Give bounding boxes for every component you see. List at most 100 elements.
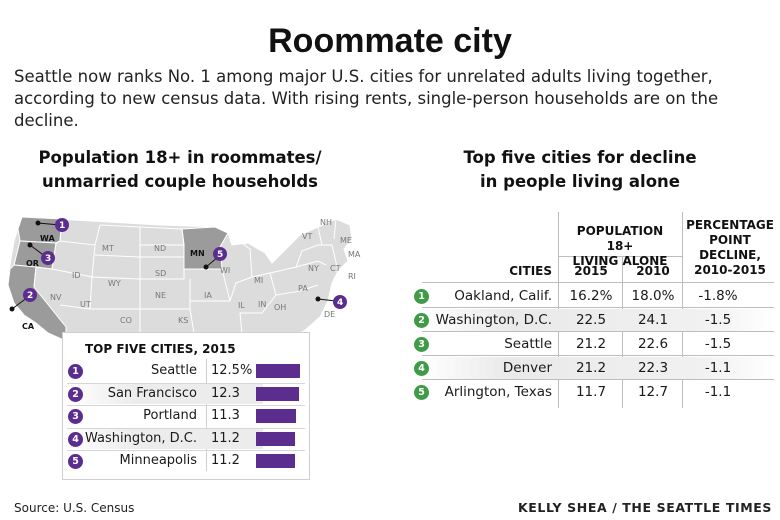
table-decline-cell: -1.1	[704, 384, 732, 400]
map-title-line2: unmarried couple households	[42, 172, 318, 191]
pin-2-dot	[9, 306, 15, 312]
table-2015-cell: 21.2	[575, 360, 607, 376]
table-row: 1 Oakland, Calif. 16.2% 18.0% -1.8%	[414, 284, 774, 308]
top5-row: 5 Minneapolis 11.2	[63, 450, 309, 472]
state-label-mt: MT	[102, 244, 114, 253]
top5-city-label: San Francisco	[107, 385, 197, 401]
state-label-oh: OH	[274, 303, 286, 312]
table-city-cell: Denver	[502, 360, 552, 376]
top5-row: 4 Washington, D.C. 11.2	[63, 427, 309, 450]
table-vrule-2	[622, 256, 623, 408]
state-label-il: IL	[238, 301, 245, 310]
col-decline-line1: PERCENTAGE	[686, 218, 774, 232]
top5-value-label: 11.2	[211, 430, 240, 446]
table-decline-cell: -1.1	[704, 360, 732, 376]
pin-4-label: 4	[337, 298, 343, 308]
state-label-wi: WI	[220, 266, 230, 275]
table-decline-cell: -1.5	[704, 312, 732, 328]
table-rank-badge: 3	[414, 337, 429, 352]
table-rank-badge: 2	[414, 313, 429, 328]
table-city-cell: Arlington, Texas	[444, 384, 552, 400]
table-row-rule	[422, 331, 774, 332]
table-header-rule	[422, 282, 774, 283]
table-row-shade	[422, 357, 774, 379]
state-label-wa: WA	[40, 234, 55, 243]
top5-bar	[256, 409, 296, 423]
top5-rank-badge: 4	[68, 431, 83, 447]
state-label-nv: NV	[50, 293, 62, 302]
top5-row-rule	[67, 427, 305, 429]
table-row: 3 Seattle 21.2 22.6 -1.5	[414, 332, 774, 356]
table-city-cell: Washington, D.C.	[435, 312, 552, 328]
pin-2-badge	[23, 288, 37, 302]
decline-table: POPULATION 18+ LIVING ALONE PERCENTAGE P…	[414, 208, 774, 408]
top5-city-label: Seattle	[150, 363, 197, 378]
state-label-ct: CT	[330, 264, 341, 273]
col-decline-line3: DECLINE,	[699, 248, 761, 262]
top5-row-shade	[65, 383, 263, 404]
col-group-line1: POPULATION 18+	[576, 224, 664, 253]
state-label-ny: NY	[308, 264, 319, 273]
top5-row: 3 Portland 11.3	[63, 405, 309, 427]
col-2010-header: 2010	[636, 264, 670, 278]
top5-bar	[256, 454, 295, 468]
state-label-or: OR	[26, 259, 39, 268]
us-map: WA OR CA NV ID MT WY UT CO ND SD NE KS M…	[7, 216, 361, 368]
table-2010-cell: 22.6	[637, 336, 669, 352]
table-2010-cell: 24.1	[637, 312, 669, 328]
table-2015-cell: 21.2	[575, 336, 607, 352]
pin-3-dot	[27, 242, 33, 248]
state-borders	[33, 218, 339, 356]
pin-3-label: 3	[45, 254, 51, 264]
credit-line: KELLY SHEA / THE SEATTLE TIMES	[517, 500, 772, 515]
top5-bar	[256, 386, 299, 401]
top5-value-label: 11.2	[211, 453, 240, 468]
pin-1-badge	[55, 218, 69, 232]
col-decline-line2: POINT	[709, 233, 751, 247]
top5-rank-badge: 2	[68, 386, 83, 402]
top5-row-rule	[67, 450, 305, 451]
state-label-de: DE	[324, 310, 335, 319]
table-2010-cell: 22.3	[637, 360, 669, 376]
table-row: 5 Arlington, Texas 11.7 12.7 -1.1	[414, 380, 774, 404]
top5-value-label: 12.5%	[211, 363, 253, 378]
table-row-shade	[422, 309, 774, 331]
page-title: Roommate city	[268, 22, 512, 60]
table-2015-cell: 11.7	[575, 384, 607, 400]
top5-rank-badge: 5	[68, 454, 83, 469]
top5-city-label: Minneapolis	[119, 453, 197, 468]
top5-rank-badge: 3	[68, 409, 83, 424]
top5-city-label: Washington, D.C.	[85, 430, 198, 446]
table-row-rule	[422, 355, 774, 356]
col-group-line2: LIVING ALONE	[572, 254, 668, 268]
table-decline-cell: -1.8%	[698, 288, 738, 304]
top5-heading: TOP FIVE CITIES, 2015	[85, 342, 236, 356]
state-label-id: ID	[72, 271, 81, 280]
state-label-sd: SD	[155, 269, 166, 278]
state-label-ut: UT	[80, 300, 91, 309]
state-label-co: CO	[120, 316, 132, 325]
source-note: Source: U.S. Census	[14, 501, 135, 515]
state-label-ks: KS	[178, 316, 188, 325]
table-row: 2 Washington, D.C. 22.5 24.1 -1.5	[414, 308, 774, 332]
top5-row-shade	[65, 428, 263, 449]
top5-row: 2 San Francisco 12.3	[63, 382, 309, 405]
top5-value-label: 11.3	[211, 408, 240, 423]
top5-panel: TOP FIVE CITIES, 2015 1 Seattle 12.5% 2 San …	[62, 332, 310, 480]
table-rank-badge: 1	[414, 289, 429, 304]
top5-city-label: Portland	[143, 408, 197, 423]
state-label-ri: RI	[348, 272, 356, 281]
table-row: 4 Denver 21.2 22.3 -1.1	[414, 356, 774, 380]
top5-row: 1 Seattle 12.5%	[63, 360, 309, 382]
table-title-line1: Top five cities for decline	[463, 148, 697, 167]
table-rank-badge: 5	[414, 385, 429, 400]
pin-1-label: 1	[59, 221, 65, 231]
pin-5-dot	[203, 264, 209, 270]
table-2010-cell: 18.0%	[631, 288, 675, 304]
table-city-cell: Oakland, Calif.	[454, 288, 552, 304]
top5-row-rule	[67, 405, 305, 406]
state-label-wy: WY	[108, 279, 121, 288]
state-label-mn: MN	[190, 249, 205, 258]
pin-2-label: 2	[27, 291, 33, 301]
table-rank-badge: 4	[414, 361, 429, 376]
